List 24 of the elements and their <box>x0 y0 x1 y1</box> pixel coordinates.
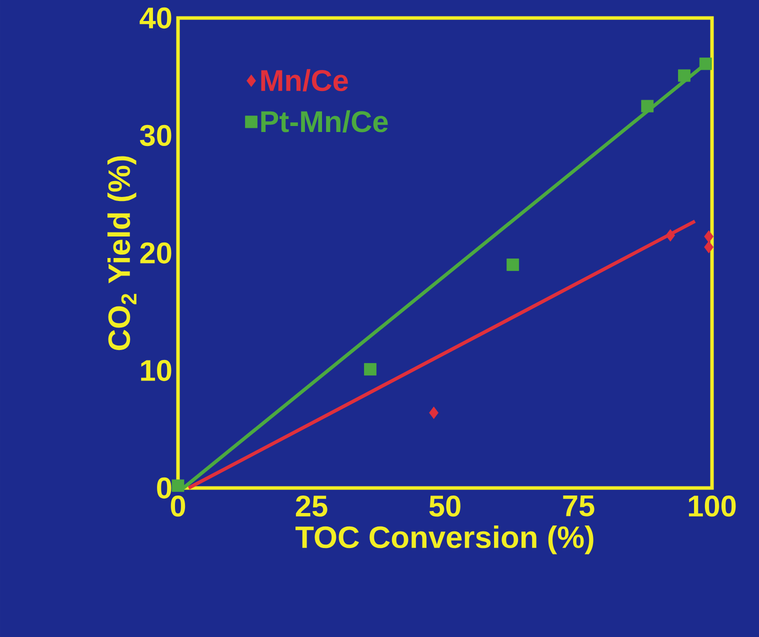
y-tick-label: 20 <box>140 242 172 264</box>
point <box>678 69 690 82</box>
y-tick-label: 40 <box>140 7 172 29</box>
point <box>704 240 714 254</box>
x-tick-label: 0 <box>170 496 186 517</box>
point <box>172 479 184 492</box>
point <box>429 406 438 419</box>
point <box>699 58 712 70</box>
x-tick-label: 75 <box>563 496 594 516</box>
legend-label: Pt-Mn/Ce <box>261 110 388 133</box>
y-axis-title: CO$_{2}$ Yield (%) <box>107 156 136 350</box>
point <box>704 230 714 243</box>
point <box>666 229 676 242</box>
x-tick-label: 100 <box>688 496 736 517</box>
y-tick-label: 0 <box>157 477 172 499</box>
x-tick-label: 25 <box>296 496 328 517</box>
x-axis-title: TOC Conversion (%) <box>295 525 594 554</box>
y-tick-label: 30 <box>140 124 172 146</box>
point <box>506 258 520 271</box>
point <box>364 363 376 376</box>
point <box>641 100 654 112</box>
y-tick-label: 10 <box>141 360 172 382</box>
x-tick-label: 50 <box>429 496 460 517</box>
legend-label: Mn/Ce <box>261 69 348 92</box>
